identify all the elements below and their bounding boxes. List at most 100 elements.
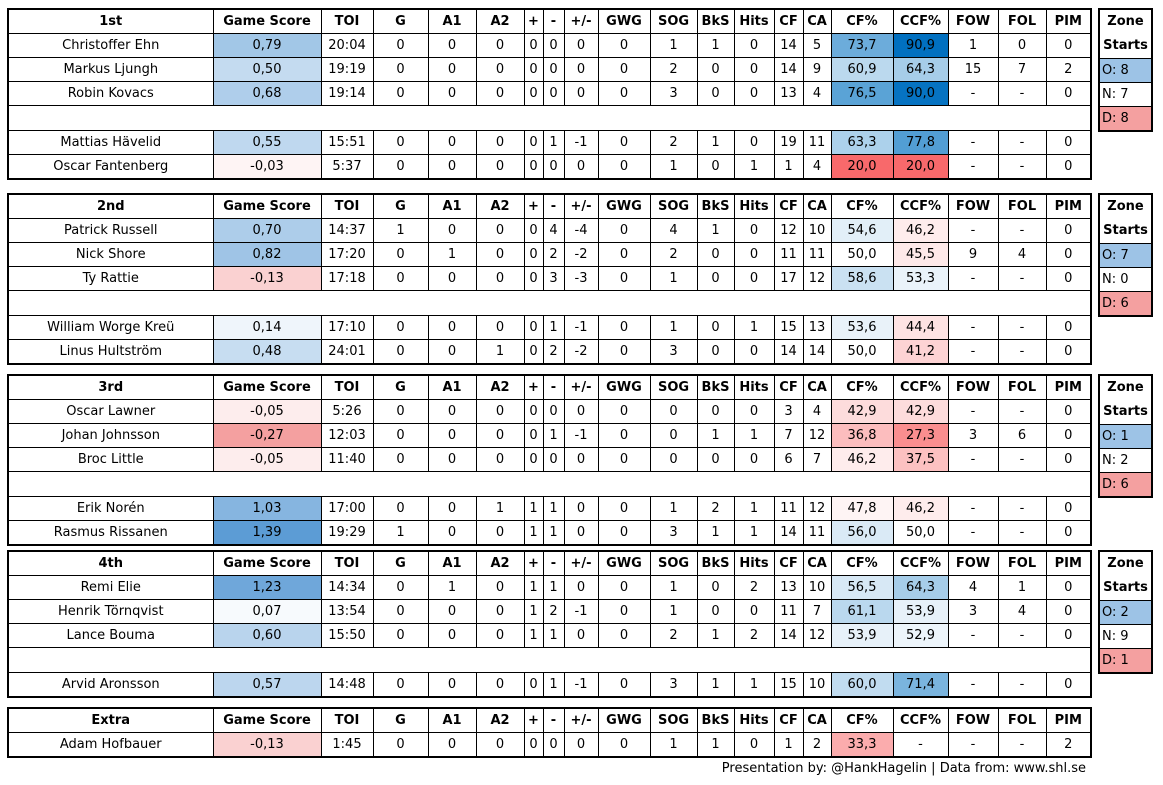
column-header-toi: TOI	[320, 550, 374, 576]
sog-cell: 0	[649, 399, 698, 424]
ca-cell: 9	[802, 57, 832, 82]
fol-cell: 4	[997, 242, 1047, 267]
toi-cell: 20:04	[320, 33, 374, 58]
gwg-cell: 0	[597, 672, 651, 698]
player-cell: Christoffer Ehn	[7, 33, 214, 58]
game-score-cell: 0,55	[212, 130, 322, 155]
toi-cell: 24:01	[320, 339, 374, 365]
goals-cell: 0	[372, 130, 429, 155]
a2-cell: 1	[475, 496, 525, 521]
sog-cell: 1	[649, 599, 698, 624]
column-header-ccf-pct: CCF%	[892, 374, 949, 400]
fow-cell: -	[947, 154, 999, 180]
game-score-cell: 1,39	[212, 520, 322, 546]
column-header-a2: A2	[475, 193, 525, 219]
header-row: 2nd Game Score TOI G A1 A2 + - +/- GWG SOG BkS Hits C…	[7, 193, 1092, 219]
plus-minus-cell: 0	[563, 496, 599, 521]
bks-cell: 0	[696, 599, 735, 624]
player-row: Ty Rattie -0,13 17:18 0 0 0 0 3 -3 0 1 0 0 17 12 58,6 53…	[7, 266, 1092, 291]
column-header-cf: CF	[773, 8, 804, 34]
spacer-row	[8, 105, 1091, 131]
game-score-cell: -0,13	[212, 266, 322, 291]
column-header-pim: PIM	[1045, 374, 1092, 400]
cf-pct-cell: 61,1	[830, 599, 894, 624]
fol-cell: -	[997, 520, 1047, 546]
plus-minus-cell: -1	[563, 599, 599, 624]
a2-cell: 0	[475, 218, 525, 243]
cf-pct-cell: 42,9	[830, 399, 894, 424]
player-row: Adam Hofbauer -0,13 1:45 0 0 0 0 0 0 0 1 1 0 1 2 33,3- -…	[7, 732, 1092, 758]
player-cell: Henrik Törnqvist	[7, 599, 214, 624]
goals-cell: 0	[372, 447, 429, 472]
fol-cell: 0	[997, 33, 1047, 58]
plus-minus-cell: -3	[563, 266, 599, 291]
minus-cell: 1	[542, 315, 565, 340]
a1-cell: 0	[427, 218, 477, 243]
cf-pct-cell: 53,6	[830, 315, 894, 340]
goals-cell: 0	[372, 315, 429, 340]
plus-minus-cell: 0	[563, 81, 599, 106]
bks-cell: 1	[696, 423, 735, 448]
minus-cell: 1	[542, 423, 565, 448]
a2-cell: 1	[475, 339, 525, 365]
plus-minus-cell: 0	[563, 399, 599, 424]
bks-cell: 1	[696, 218, 735, 243]
column-header-plus-minus: +/-	[563, 8, 599, 34]
minus-cell: 1	[542, 623, 565, 648]
column-header-cf: CF	[773, 550, 804, 576]
column-header-hits: Hits	[733, 550, 775, 576]
goals-cell: 0	[372, 242, 429, 267]
cf-pct-cell: 56,0	[830, 520, 894, 546]
player-row: Rasmus Rissanen 1,39 19:29 1 0 0 1 1 0 0 3 1 1 14 11 56…	[7, 520, 1092, 546]
column-header-plus: +	[523, 8, 544, 34]
player-row: Nick Shore 0,82 17:20 0 1 0 0 2 -2 0 2 0 0 11 11 50,0 45…	[7, 242, 1092, 267]
pim-cell: 0	[1045, 315, 1092, 340]
column-header-ca: CA	[802, 8, 832, 34]
sog-cell: 2	[649, 57, 698, 82]
ca-cell: 4	[802, 81, 832, 106]
ccf-pct-cell: 52,9	[892, 623, 949, 648]
a2-cell: 0	[475, 315, 525, 340]
neutral-zone-starts: N: 0	[1098, 267, 1153, 292]
goals-cell: 0	[372, 496, 429, 521]
column-header-a1: A1	[427, 550, 477, 576]
bks-cell: 0	[696, 266, 735, 291]
header-row: 4th Game Score TOI G A1 A2 + - +/- GWG SOG BkS Hits C…	[7, 550, 1092, 576]
a2-cell: 0	[475, 154, 525, 180]
column-header-goals: G	[372, 193, 429, 219]
cf-pct-cell: 60,9	[830, 57, 894, 82]
ca-cell: 13	[802, 315, 832, 340]
zone-starts-box: Zone Starts O: 7 N: 0 D: 6	[1098, 193, 1153, 317]
game-score-cell: 0,50	[212, 57, 322, 82]
toi-cell: 19:19	[320, 57, 374, 82]
a2-cell: 0	[475, 242, 525, 267]
fol-cell: -	[997, 496, 1047, 521]
a1-cell: 0	[427, 266, 477, 291]
zone-starts-label: Zone Starts	[1098, 8, 1153, 59]
cf-cell: 11	[773, 242, 804, 267]
a2-cell: 0	[475, 447, 525, 472]
minus-cell: 1	[542, 672, 565, 698]
minus-cell: 0	[542, 33, 565, 58]
pim-cell: 0	[1045, 672, 1092, 698]
plus-cell: 1	[523, 496, 544, 521]
pim-cell: 0	[1045, 520, 1092, 546]
column-header-ca: CA	[802, 707, 832, 733]
ccf-pct-cell: 20,0	[892, 154, 949, 180]
line-table-4th: 4th Game Score TOI G A1 A2 + - +/- GWG SOG BkS Hits C…	[7, 550, 1092, 698]
game-score-cell: -0,13	[212, 732, 322, 758]
fow-cell: -	[947, 130, 999, 155]
cf-cell: 14	[773, 339, 804, 365]
line-title: Extra	[7, 707, 214, 733]
cf-cell: 1	[773, 732, 804, 758]
ca-cell: 10	[802, 672, 832, 698]
game-score-cell: -0,05	[212, 447, 322, 472]
a2-cell: 0	[475, 57, 525, 82]
pim-cell: 0	[1045, 242, 1092, 267]
column-header-sog: SOG	[649, 707, 698, 733]
column-header-fow: FOW	[947, 8, 999, 34]
ccf-pct-cell: 50,0	[892, 520, 949, 546]
plus-minus-cell: -1	[563, 672, 599, 698]
pim-cell: 0	[1045, 575, 1092, 600]
plus-cell: 0	[523, 242, 544, 267]
